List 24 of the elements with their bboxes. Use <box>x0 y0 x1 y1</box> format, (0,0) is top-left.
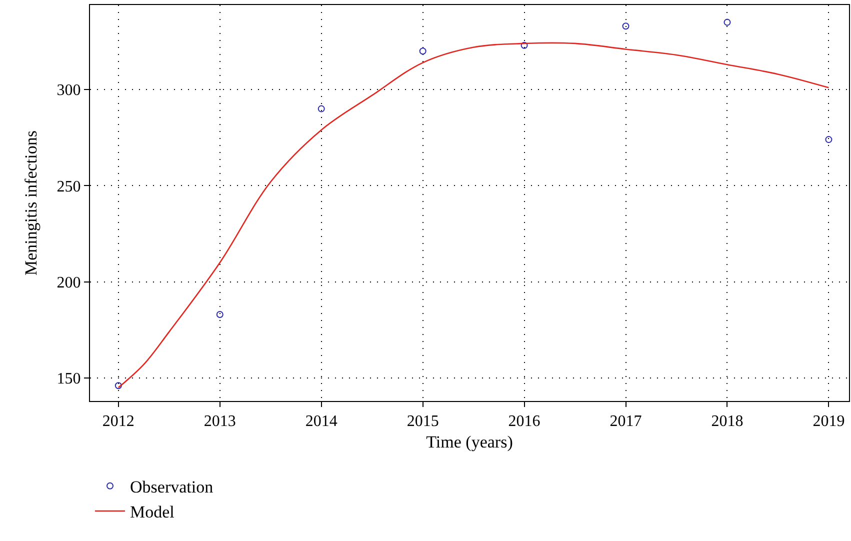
x-tick-label: 2012 <box>102 413 134 430</box>
x-tick-label: 2014 <box>305 413 338 430</box>
legend-label: Observation <box>130 478 214 496</box>
x-tick-label: 2016 <box>508 413 540 430</box>
x-axis-title: Time (years) <box>426 432 513 452</box>
point <box>419 48 426 55</box>
point <box>216 311 224 318</box>
point <box>520 42 528 49</box>
y-tick-label: 150 <box>56 370 81 388</box>
point <box>318 105 325 112</box>
x-tick-label: 2019 <box>812 413 845 430</box>
y-tick-label: 250 <box>56 178 81 196</box>
x-tick-label: 2015 <box>406 413 439 430</box>
y-tick-label: 300 <box>56 82 81 100</box>
point <box>622 22 630 30</box>
point <box>724 18 731 26</box>
point <box>825 136 832 144</box>
y-axis-title: Meningitis infections <box>21 130 40 276</box>
legend-label: Model <box>130 502 175 522</box>
y-tick-label: 200 <box>56 274 81 292</box>
x-tick-label: 2013 <box>204 413 236 430</box>
point <box>114 382 122 390</box>
x-tick-label: 2018 <box>711 413 744 430</box>
x-tick-label: 2017 <box>610 413 642 430</box>
